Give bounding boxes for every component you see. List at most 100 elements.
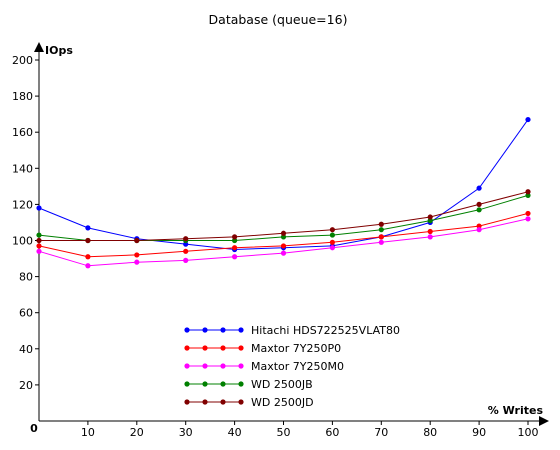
y-axis-arrow xyxy=(34,42,44,52)
data-point xyxy=(378,234,384,240)
y-tick-label: 120 xyxy=(12,198,33,211)
series-line xyxy=(38,119,529,251)
x-tick-label: 70 xyxy=(374,426,388,439)
legend-item-5: WD 2500JD xyxy=(184,396,314,409)
data-point xyxy=(183,236,189,242)
y-tick-label: 60 xyxy=(19,307,33,320)
data-point xyxy=(525,216,531,222)
x-tick-label: 50 xyxy=(277,426,291,439)
legend-marker xyxy=(238,363,244,369)
data-point xyxy=(476,185,482,191)
legend-marker xyxy=(220,399,226,405)
legend: Hitachi HDS722525VLAT80 Maxtor 7Y250P0 Max… xyxy=(184,324,400,409)
data-point xyxy=(183,248,189,254)
data-point xyxy=(329,245,335,251)
x-tick-label: 10 xyxy=(81,426,95,439)
series-layer xyxy=(36,116,531,269)
x-tick-label: 100 xyxy=(518,426,539,439)
data-point xyxy=(36,248,42,254)
data-point xyxy=(85,263,91,269)
series-5 xyxy=(36,189,531,244)
data-point xyxy=(378,221,384,227)
data-point xyxy=(427,218,433,224)
data-point xyxy=(36,232,42,238)
y-tick-label: 200 xyxy=(12,54,33,67)
x-tick-label: 80 xyxy=(423,426,437,439)
y-tick-label: 40 xyxy=(19,343,33,356)
legend-label: WD 2500JD xyxy=(251,396,314,409)
legend-marker xyxy=(220,327,226,333)
data-point xyxy=(427,214,433,220)
data-point xyxy=(85,237,91,244)
data-point xyxy=(232,237,238,244)
data-point xyxy=(329,227,335,233)
legend-marker xyxy=(184,381,190,387)
data-point xyxy=(134,259,140,265)
data-point xyxy=(183,257,189,263)
legend-marker xyxy=(202,381,208,387)
legend-label: Maxtor 7Y250M0 xyxy=(251,360,344,373)
data-point xyxy=(525,192,531,198)
legend-marker xyxy=(184,363,190,369)
legend-marker xyxy=(202,363,208,369)
y-tick-label: 160 xyxy=(12,126,33,139)
x-axis-arrow xyxy=(539,416,549,426)
data-point xyxy=(280,243,287,249)
y-tick-label: 180 xyxy=(12,90,33,103)
data-point xyxy=(476,201,482,207)
data-point xyxy=(378,239,384,245)
data-point xyxy=(329,232,335,238)
series-line xyxy=(38,218,529,267)
legend-label: Hitachi HDS722525VLAT80 xyxy=(251,324,400,337)
y-axis-title: IOps xyxy=(45,44,73,57)
legend-marker xyxy=(238,399,244,405)
data-point xyxy=(183,241,189,247)
chart-title: Database (queue=16) xyxy=(209,12,348,27)
data-point xyxy=(134,252,140,258)
legend-marker xyxy=(220,381,226,387)
legend-marker xyxy=(184,345,190,351)
legend-marker xyxy=(238,345,244,351)
series-3 xyxy=(36,216,531,269)
y-tick-label: 80 xyxy=(19,271,33,284)
data-point xyxy=(378,227,384,233)
data-point xyxy=(232,254,238,260)
data-point xyxy=(134,237,140,244)
x-tick-label: 30 xyxy=(179,426,193,439)
data-point xyxy=(476,223,482,229)
legend-marker xyxy=(184,399,190,405)
data-point xyxy=(280,250,287,256)
x-tick-label: 40 xyxy=(228,426,242,439)
data-point xyxy=(36,237,42,244)
legend-label: WD 2500JB xyxy=(251,378,313,391)
legend-item-1: Hitachi HDS722525VLAT80 xyxy=(184,324,400,337)
data-point xyxy=(525,210,531,217)
x-tick-label: 60 xyxy=(325,426,339,439)
legend-item-4: WD 2500JB xyxy=(184,378,313,391)
legend-marker xyxy=(238,381,244,387)
axes: IOps % Writes 0 20 40 60 80 100 120 140 160 180 200 1… xyxy=(12,42,549,439)
legend-marker xyxy=(220,363,226,369)
legend-marker xyxy=(202,345,208,351)
legend-marker xyxy=(220,345,226,351)
data-point xyxy=(232,245,238,251)
series-2 xyxy=(36,210,531,260)
legend-marker xyxy=(184,327,190,333)
data-point xyxy=(36,205,42,211)
y-tick-label: 100 xyxy=(12,235,33,248)
x-tick-label: 20 xyxy=(130,426,144,439)
legend-marker xyxy=(238,327,244,333)
data-point xyxy=(36,243,42,249)
data-point xyxy=(280,230,287,236)
legend-marker xyxy=(202,399,208,405)
data-point xyxy=(476,207,482,213)
data-point xyxy=(427,228,433,235)
data-point xyxy=(525,189,531,195)
data-point xyxy=(476,227,482,233)
origin-label: 0 xyxy=(30,422,38,435)
y-tick-label: 20 xyxy=(19,379,33,392)
legend-item-2: Maxtor 7Y250P0 xyxy=(184,342,341,355)
data-point xyxy=(232,234,238,240)
legend-marker xyxy=(202,327,208,333)
